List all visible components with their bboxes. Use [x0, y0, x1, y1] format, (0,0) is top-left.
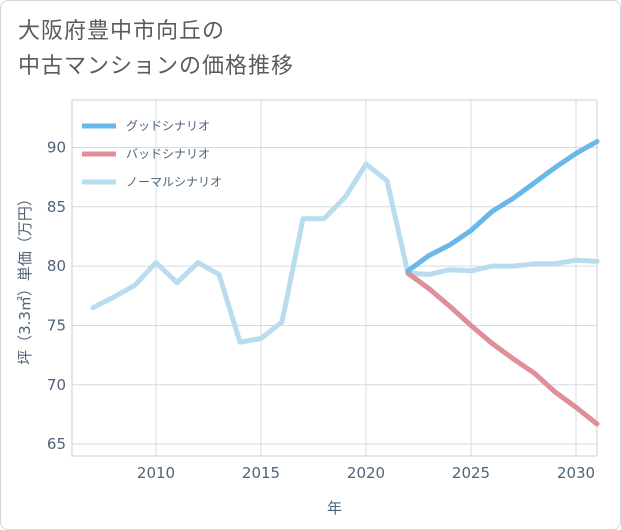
good-scenario-line [405, 139, 600, 274]
y-axis-ticks: 65 70 75 80 85 90 [47, 138, 66, 453]
bad-scenario-legend-label: バッドシナリオ [126, 147, 210, 161]
y-tick-label: 85 [47, 198, 66, 216]
chart-title: 大阪府豊中市向丘の 中古マンションの価格推移 [18, 14, 294, 84]
x-tick-label: 2015 [242, 464, 280, 482]
grid-lines [72, 100, 597, 456]
x-tick-label: 2030 [557, 464, 595, 482]
x-tick-label: 2020 [347, 464, 385, 482]
y-tick-label: 65 [47, 435, 66, 453]
series-lines [90, 139, 600, 427]
normal-scenario-legend-label: ノーマルシナリオ [126, 175, 222, 189]
x-axis-label: 年 [327, 499, 342, 517]
y-tick-label: 70 [47, 376, 66, 394]
chart-title-line-2: 中古マンションの価格推移 [18, 54, 295, 79]
y-tick-label: 80 [47, 257, 66, 275]
good-scenario-legend-label: グッドシナリオ [126, 119, 210, 133]
y-tick-label: 90 [47, 138, 66, 156]
x-tick-label: 2025 [452, 464, 490, 482]
x-tick-label: 2010 [137, 464, 175, 482]
bad-scenario-line [405, 270, 600, 427]
y-axis-label: 坪（3.3㎡）単価（万円） [16, 191, 34, 365]
x-axis-ticks: 2010 2015 2020 2025 2030 [137, 464, 595, 482]
y-tick-label: 75 [47, 316, 66, 334]
normal-scenario-line [90, 161, 600, 345]
plot-area-border [71, 99, 598, 457]
chart-title-line-1: 大阪府豊中市向丘の [18, 19, 226, 44]
